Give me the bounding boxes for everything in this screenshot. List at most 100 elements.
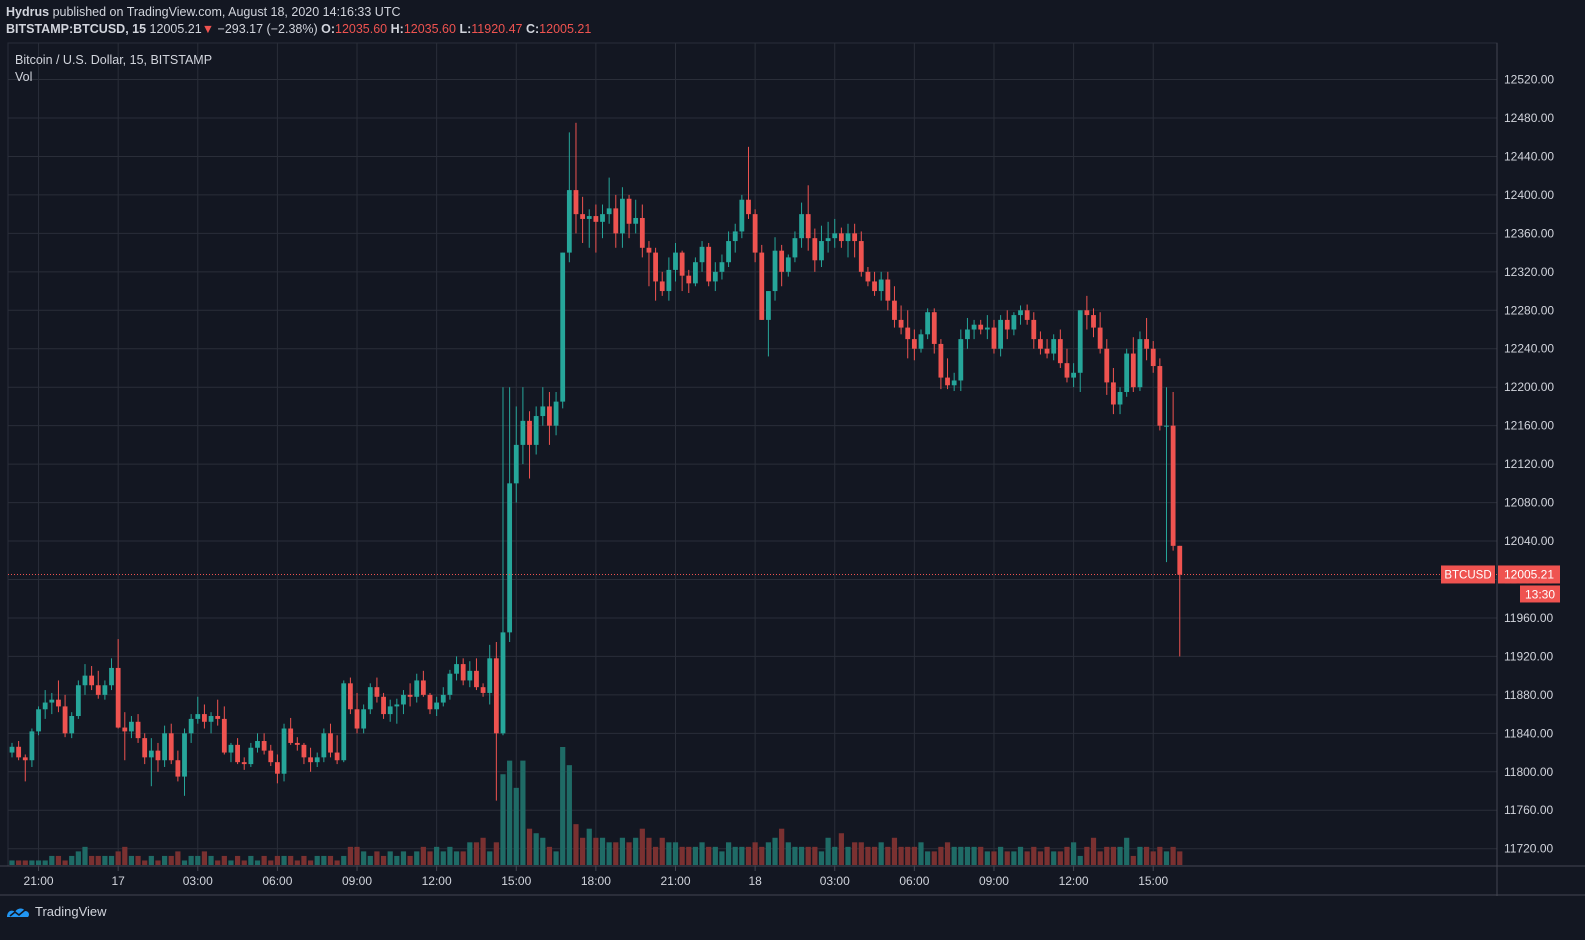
candle xyxy=(129,716,134,739)
candle xyxy=(1157,358,1163,431)
candle-body xyxy=(155,750,161,761)
candle-body xyxy=(341,683,347,761)
candle-body xyxy=(321,733,327,758)
symbol-tag xyxy=(1441,565,1495,584)
candle xyxy=(1038,331,1043,355)
candle-body xyxy=(1038,339,1043,349)
candle xyxy=(42,690,48,719)
y-tick-label: 11800.00 xyxy=(1504,765,1553,779)
volume-bar xyxy=(978,846,984,865)
candle-body xyxy=(122,727,128,732)
candle xyxy=(792,231,798,263)
volume-bar xyxy=(666,842,672,865)
candle-body xyxy=(918,334,924,349)
candle-body xyxy=(892,300,897,320)
volume-bar xyxy=(1051,851,1057,865)
candle xyxy=(122,712,128,761)
candle-body xyxy=(9,746,15,753)
candle xyxy=(148,738,154,787)
volume-bar xyxy=(142,860,148,865)
volume-bar xyxy=(553,851,559,865)
candle xyxy=(440,687,446,707)
volume-bar xyxy=(832,846,838,865)
candle xyxy=(1077,310,1083,393)
volume-bar xyxy=(201,851,208,865)
candle xyxy=(341,680,347,763)
candle xyxy=(427,692,433,715)
author-name[interactable]: Hydrus xyxy=(6,5,50,19)
volume-bar xyxy=(374,851,380,865)
volume-bar xyxy=(891,837,898,865)
volume-bar xyxy=(779,828,785,865)
candle-body xyxy=(719,262,725,272)
volume-bar xyxy=(712,846,718,865)
candle-body xyxy=(168,733,174,761)
candle xyxy=(460,658,466,686)
candle xyxy=(560,252,566,409)
candle-body xyxy=(712,271,718,282)
candle-body xyxy=(135,721,141,739)
volume-bar xyxy=(1011,851,1017,865)
volume-bar xyxy=(858,842,864,865)
candle xyxy=(321,728,327,763)
candle xyxy=(885,271,891,311)
candle-body xyxy=(1104,348,1110,383)
candle-body xyxy=(241,762,247,765)
candle-body xyxy=(838,233,844,242)
volume-bar xyxy=(500,774,506,865)
volume-bar xyxy=(420,846,426,865)
open-value: 12035.60 xyxy=(335,22,388,36)
volume-bar xyxy=(1150,851,1156,865)
candle-body xyxy=(1044,348,1050,354)
candle-body xyxy=(36,709,41,732)
volume-bar xyxy=(42,860,48,865)
candle xyxy=(394,698,400,724)
candle xyxy=(925,308,931,340)
volume-bar xyxy=(818,851,825,865)
y-tick-label: 12080.00 xyxy=(1504,496,1554,510)
candle-body xyxy=(586,216,592,219)
candle-body xyxy=(434,702,440,710)
candle-body xyxy=(89,675,95,686)
volume-bar xyxy=(1177,851,1183,865)
candle-body xyxy=(328,733,333,753)
volume-bar xyxy=(434,846,440,865)
candle-body xyxy=(22,757,28,761)
candle-body xyxy=(427,694,433,710)
candle-body xyxy=(898,319,904,328)
y-tick-label: 11760.00 xyxy=(1504,803,1553,817)
volume-bar xyxy=(1044,846,1050,865)
candle-body xyxy=(1057,339,1063,364)
candle-body xyxy=(845,233,851,242)
candle xyxy=(746,146,751,219)
x-tick-label: 12:00 xyxy=(422,874,452,888)
tradingview-logo[interactable]: TradingView xyxy=(6,904,107,919)
axes: 11720.00 11760.00 11800.00 11840.00 11880.00… xyxy=(0,43,1585,896)
candle xyxy=(566,132,572,263)
candle-body xyxy=(447,673,453,695)
candle xyxy=(168,723,174,765)
candle-body xyxy=(487,658,493,693)
candle xyxy=(288,717,294,745)
candle xyxy=(507,387,513,642)
candle xyxy=(812,228,818,272)
candle-body xyxy=(951,380,957,386)
volume-bar xyxy=(719,851,725,865)
candle-body xyxy=(480,687,486,693)
candle-body xyxy=(381,696,386,715)
volume-bar xyxy=(327,855,334,865)
legend-volume: Vol xyxy=(15,70,32,84)
low-value: 11920.47 xyxy=(471,22,523,36)
candle xyxy=(1124,348,1130,397)
candle-body xyxy=(1157,366,1163,426)
candle xyxy=(493,641,499,801)
candle xyxy=(693,257,698,287)
volume-bar xyxy=(135,855,141,865)
candle-body xyxy=(394,704,400,707)
candle xyxy=(1137,331,1143,392)
candle xyxy=(202,704,207,729)
candle xyxy=(719,254,725,280)
candle xyxy=(89,666,95,691)
candle xyxy=(268,744,274,767)
